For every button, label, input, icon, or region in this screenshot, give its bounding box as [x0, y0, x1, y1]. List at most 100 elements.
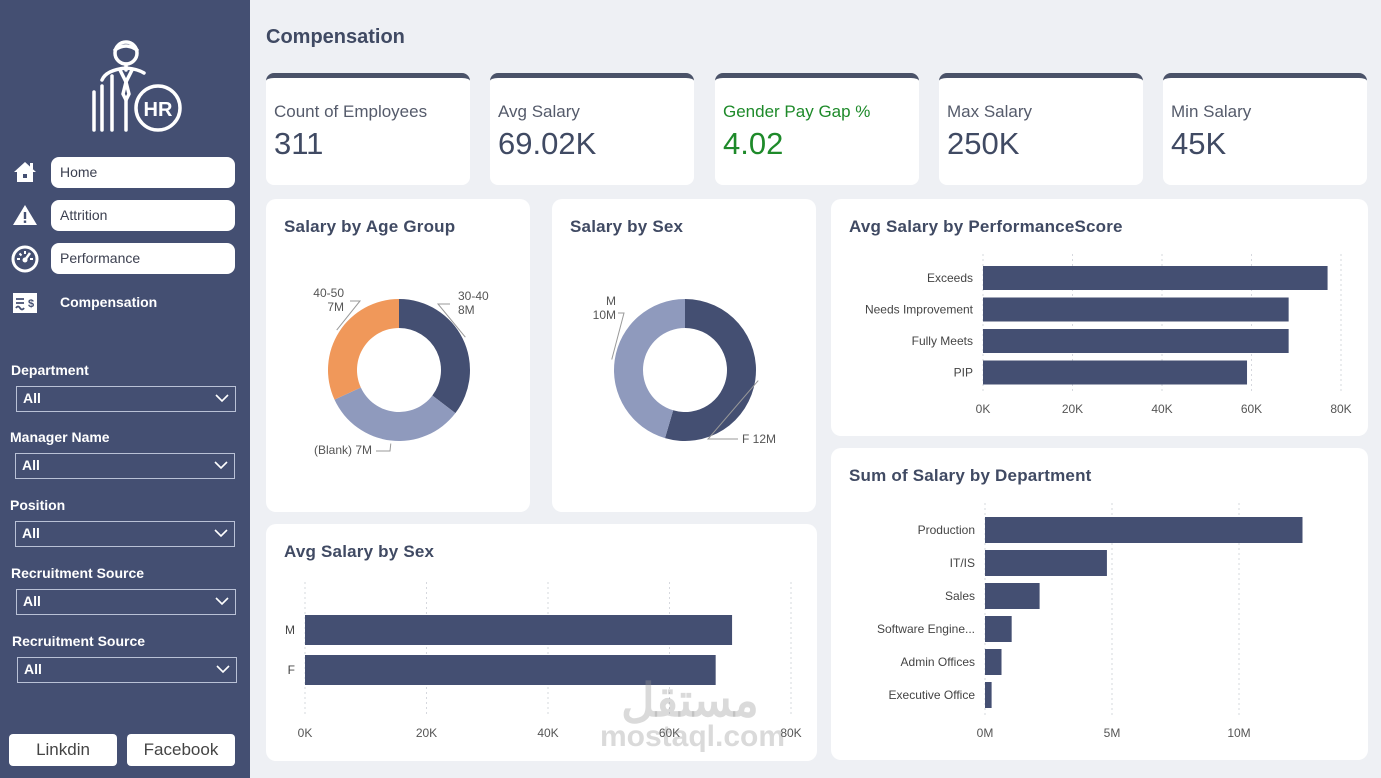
chart-card-perf: Avg Salary by PerformanceScore 0K 20K 40K 6…: [831, 199, 1368, 436]
bar-sales[interactable]: [985, 583, 1040, 609]
manager-name-dropdown[interactable]: All: [15, 453, 235, 479]
bar-needs-improvement[interactable]: [983, 297, 1289, 322]
warning-icon[interactable]: [11, 202, 39, 228]
position-dropdown[interactable]: All: [15, 521, 235, 547]
bar-executive-office[interactable]: [985, 682, 992, 708]
filter-label-position: Position: [10, 497, 66, 513]
leader-line: [436, 303, 466, 338]
department-dropdown[interactable]: All: [16, 386, 236, 412]
position-dropdown-value: All: [22, 525, 40, 541]
bar-it-is[interactable]: [985, 550, 1107, 576]
bar-chart-avg-sex: 0K 20K 40K 60K 80K M F: [285, 582, 802, 740]
recruitment-source-dropdown-2[interactable]: All: [17, 657, 237, 683]
leader-line: [706, 380, 759, 440]
kpi-label: Min Salary: [1171, 102, 1252, 121]
chevron-down-icon: [214, 529, 228, 538]
chevron-down-icon: [215, 597, 229, 606]
recruitment-source-dropdown[interactable]: All: [16, 589, 236, 615]
chevron-down-icon: [214, 461, 228, 470]
y-category-label: Fully Meets: [912, 334, 973, 348]
kpi-value: 311: [274, 126, 324, 161]
data-label: 10M: [593, 308, 616, 322]
speedometer-icon[interactable]: [11, 245, 39, 273]
x-tick-label: 80K: [1330, 402, 1351, 416]
x-tick-label: 20K: [416, 726, 437, 740]
kpi-card-count-employees: Count of Employees 311: [266, 73, 470, 185]
linkedin-button[interactable]: Linkdin: [9, 734, 117, 766]
data-label: (Blank) 7M: [314, 443, 372, 457]
page-title: Compensation: [266, 26, 405, 48]
home-icon[interactable]: [11, 159, 39, 185]
donut-slice-m[interactable]: [614, 299, 685, 439]
kpi-label: Gender Pay Gap %: [723, 102, 871, 121]
nav-performance-button[interactable]: Performance: [51, 243, 235, 274]
chart-card-salary-by-sex: Salary by Sex F 12M M 10M: [552, 199, 816, 512]
kpi-label: Avg Salary: [498, 102, 580, 121]
nav-attrition-button[interactable]: Attrition: [51, 200, 235, 231]
bar-admin-offices[interactable]: [985, 649, 1002, 675]
bar-f[interactable]: [305, 655, 716, 685]
x-tick-label: 0K: [976, 402, 991, 416]
x-tick-label: 60K: [659, 726, 680, 740]
kpi-value: 69.02K: [498, 126, 597, 161]
chevron-down-icon: [215, 394, 229, 403]
hr-logo-icon: HR: [92, 40, 182, 132]
bar-production[interactable]: [985, 517, 1303, 543]
y-category-label: Needs Improvement: [865, 303, 974, 317]
data-label: M: [606, 294, 616, 308]
chevron-down-icon: [216, 665, 230, 674]
bar-software-engine---[interactable]: [985, 616, 1012, 642]
donut-slice-3040[interactable]: [399, 299, 470, 414]
filter-label-manager: Manager Name: [10, 429, 110, 445]
bar-exceeds[interactable]: [983, 266, 1328, 290]
leader-line: [376, 443, 392, 452]
svg-text:$: $: [28, 298, 34, 310]
facebook-button[interactable]: Facebook: [127, 734, 235, 766]
filter-label-recruitment-source-2: Recruitment Source: [12, 633, 146, 649]
kpi-label: Count of Employees: [274, 102, 428, 121]
chart-title: Sum of Salary by Department: [849, 466, 1092, 485]
x-tick-label: 10M: [1227, 726, 1250, 740]
donut-slice-f[interactable]: [664, 299, 756, 441]
bar-chart-perf: 0K 20K 40K 60K 80K Exceeds Needs Improvement Fu…: [865, 254, 1352, 416]
donut-slice-blank[interactable]: [334, 387, 456, 441]
kpi-card-max-salary: Max Salary 250K: [939, 73, 1143, 185]
x-tick-label: 40K: [537, 726, 558, 740]
nav-compensation-active[interactable]: Compensation: [60, 294, 158, 310]
x-tick-label: 40K: [1151, 402, 1172, 416]
leader-line: [336, 300, 362, 331]
y-category-label: M: [285, 623, 295, 637]
bar-chart-dept: 0M 5M 10M Production IT/IS Sales Software Engi…: [877, 503, 1303, 740]
chart-title: Salary by Age Group: [284, 217, 456, 236]
kpi-value: 250K: [947, 126, 1020, 161]
kpi-value: 45K: [1171, 126, 1227, 161]
bar-fully-meets[interactable]: [983, 329, 1289, 353]
data-label: 40-50: [313, 286, 344, 300]
y-category-label: Production: [918, 523, 975, 537]
bar-m[interactable]: [305, 615, 733, 645]
kpi-card-min-salary: Min Salary 45K: [1163, 73, 1367, 185]
recruitment-dropdown-value: All: [23, 593, 41, 609]
chart-title: Salary by Sex: [570, 217, 684, 236]
x-tick-label: 20K: [1062, 402, 1083, 416]
donut-slice-4050[interactable]: [328, 299, 399, 400]
y-category-label: Sales: [945, 589, 975, 603]
x-tick-label: 80K: [780, 726, 801, 740]
department-dropdown-value: All: [23, 390, 41, 406]
bar-pip[interactable]: [983, 360, 1248, 385]
data-label: 7M: [327, 300, 344, 314]
y-category-label: IT/IS: [950, 556, 975, 570]
nav-home-button[interactable]: Home: [51, 157, 235, 188]
data-label: F 12M: [742, 432, 776, 446]
sidebar: HR Home Attrition Performance $ Compensa…: [0, 0, 250, 778]
chart-card-salary-by-age: Salary by Age Group 30-40 8M (Blank) 7M 40-…: [266, 199, 530, 512]
filter-label-department: Department: [11, 362, 89, 378]
salary-icon[interactable]: $: [11, 290, 39, 316]
y-category-label: Executive Office: [889, 688, 976, 702]
chart-card-dept: Sum of Salary by Department 0M 5M 10M Produ…: [831, 448, 1368, 760]
x-tick-label: 60K: [1241, 402, 1262, 416]
kpi-card-gender-pay-gap: Gender Pay Gap % 4.02: [715, 73, 919, 185]
svg-text:HR: HR: [144, 99, 173, 121]
